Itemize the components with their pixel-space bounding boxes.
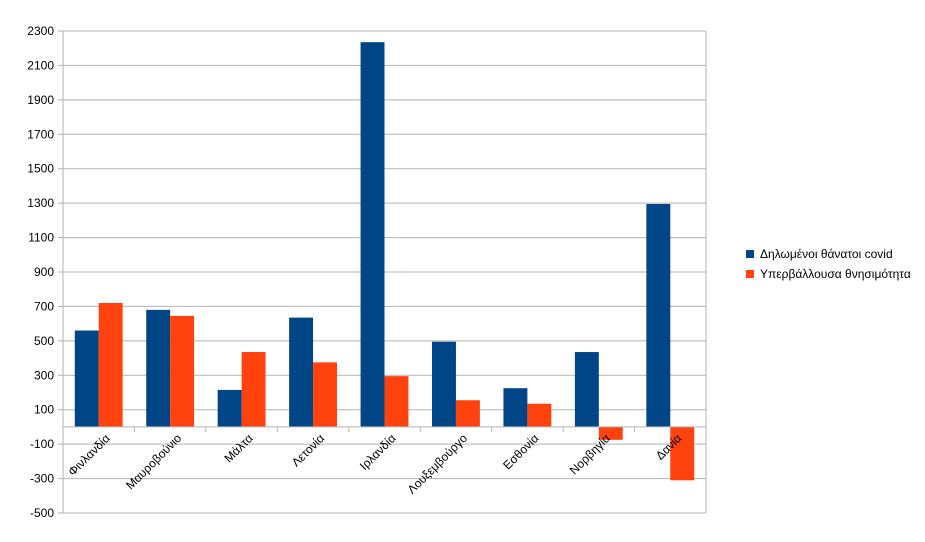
bar-series-1: [646, 204, 671, 427]
x-category-label: Νορβηγία: [567, 431, 613, 477]
y-axis-ticks: 2300 2100 1900 1700 1500 1300 1100 900 700 500 300…: [27, 24, 54, 520]
bar-series-1: [146, 309, 171, 427]
y-tick-label: 1100: [28, 231, 54, 245]
y-tick-label: -300: [30, 472, 54, 486]
y-tick-label: 2100: [27, 58, 54, 72]
y-tick-label: 2300: [27, 24, 54, 38]
bar-series-1: [217, 389, 242, 427]
y-tick-label: 1700: [27, 127, 54, 141]
y-tick-label: 900: [34, 265, 54, 279]
y-tick-label: 300: [34, 368, 54, 382]
bar-series-1: [503, 388, 528, 427]
y-tick-label: -500: [30, 506, 54, 520]
y-tick-label: 700: [34, 299, 54, 313]
x-axis-labels: Φινλανδία Μαυροβούνιο Μάλτα Λετονία Ιρλανδία…: [65, 431, 684, 497]
x-category-label: Μαυροβούνιο: [123, 431, 184, 492]
bar-series-2: [670, 426, 695, 481]
bar-series-2: [384, 376, 409, 427]
axes: [58, 30, 707, 514]
x-category-label: Μάλτα: [221, 431, 255, 465]
legend: Δηλωμένοι θάνατοι covid Υπερβάλλουσα θνη…: [746, 244, 911, 284]
legend-item-reported-deaths: Δηλωμένοι θάνατοι covid: [746, 244, 911, 264]
bar-series-1: [574, 352, 599, 427]
bar-series-2: [241, 352, 266, 427]
y-tick-label: 100: [34, 403, 54, 417]
y-tick-label: 1500: [27, 162, 54, 176]
bar-series-2: [455, 400, 480, 427]
y-tick-label: 1900: [27, 93, 54, 107]
bar-series-1: [74, 330, 99, 427]
legend-label-excess-mortality: Υπερβάλλουσα θνησιμότητα: [760, 267, 911, 281]
bar-series-1: [360, 42, 385, 427]
legend-item-excess-mortality: Υπερβάλλουσα θνησιμότητα: [746, 264, 911, 284]
bars: [74, 42, 695, 481]
y-tick-label: 500: [34, 334, 54, 348]
x-category-label: Λουξεμβούργο: [405, 431, 471, 497]
bar-series-2: [598, 426, 623, 440]
x-category-label: Εσθονία: [500, 431, 541, 472]
bar-series-1: [289, 317, 314, 427]
x-category-label: Λετονία: [289, 431, 327, 469]
legend-swatch-excess-mortality: [746, 270, 754, 278]
y-tick-label: 1300: [27, 196, 54, 210]
bar-series-2: [313, 362, 337, 427]
legend-swatch-reported-deaths: [746, 250, 754, 258]
legend-label-reported-deaths: Δηλωμένοι θάνατοι covid: [760, 247, 893, 261]
bar-series-1: [432, 341, 456, 427]
y-tick-label: -100: [30, 437, 54, 451]
x-category-label: Ιρλανδία: [357, 431, 399, 473]
bar-series-2: [170, 315, 195, 427]
x-category-label: Φινλανδία: [65, 431, 113, 479]
bar-series-2: [98, 302, 123, 427]
bar-series-2: [527, 403, 552, 427]
